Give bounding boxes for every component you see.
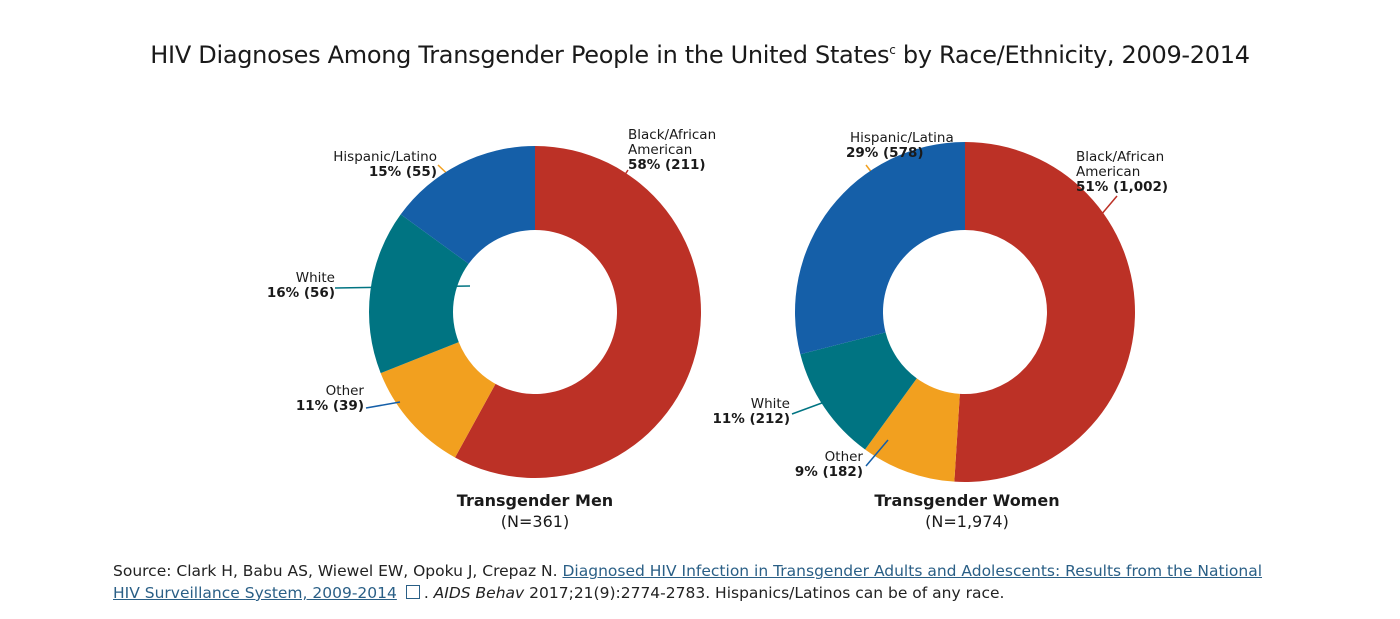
leader-line	[1094, 195, 1118, 223]
label-women-other: Other 9% (182)	[713, 450, 863, 480]
chart-title: HIV Diagnoses Among Transgender People i…	[100, 36, 1300, 70]
value: 58% (211)	[628, 157, 706, 173]
title-tail: by Race/Ethnicity, 2009-2014	[895, 41, 1250, 69]
donut-slice-hispanic-latino	[400, 146, 535, 264]
leader-line	[365, 401, 401, 409]
category: Hispanic/Latino	[333, 149, 437, 165]
external-link-icon[interactable]	[405, 585, 420, 599]
source-link[interactable]: Diagnosed HIV Infection in Transgender A…	[113, 562, 1263, 602]
category: Black/African American	[628, 127, 717, 158]
category: Hispanic/Latina	[850, 130, 954, 146]
donut-slice-hispanic-latina	[795, 142, 965, 355]
category: White	[295, 270, 335, 286]
donut-slice-white	[800, 332, 917, 450]
value: 11% (212)	[712, 411, 790, 427]
value: 16% (56)	[266, 285, 335, 301]
source-note: Source: Clark H, Babu AS, Wiewel EW, Opo…	[113, 562, 1263, 602]
source-suffix: 2017;21(9):2774-2783. Hispanics/Latinos …	[524, 584, 1005, 602]
donut-slice-other	[865, 378, 960, 482]
label-men-hispanic: Hispanic/Latino 15% (55)	[287, 150, 437, 180]
label-women-hispanic: Hispanic/Latina 29% (578)	[846, 131, 954, 161]
label-men-other: Other 11% (39)	[214, 384, 364, 414]
value: 51% (1,002)	[1076, 179, 1169, 195]
chart-caption-men: Transgender Men (N=361)	[385, 490, 685, 532]
caption-n: (N=361)	[500, 512, 570, 531]
label-women-white: White 11% (212)	[640, 397, 790, 427]
donut-slice-black-african-american	[455, 146, 701, 478]
value: 9% (182)	[794, 464, 863, 480]
leader-line	[614, 169, 629, 191]
value: 11% (39)	[295, 398, 364, 414]
journal-name: AIDS Behav	[433, 584, 525, 602]
category: Other	[325, 383, 364, 399]
label-women-black: Black/African American 51% (1,002)	[1076, 150, 1176, 195]
value: 15% (55)	[368, 164, 437, 180]
donut-slice-black-african-american	[954, 142, 1136, 483]
donut-slice-white	[369, 214, 469, 374]
title-footnote: c	[889, 43, 896, 57]
title-text: HIV Diagnoses Among Transgender People i…	[150, 41, 890, 69]
caption-title: Transgender Men	[456, 491, 614, 510]
caption-title: Transgender Women	[874, 491, 1060, 510]
leader-line	[865, 439, 889, 467]
category: White	[750, 396, 790, 412]
value: 29% (578)	[846, 145, 924, 161]
label-men-black: Black/African American 58% (211)	[628, 128, 728, 173]
caption-n: (N=1,974)	[925, 512, 1009, 531]
category: Black/African American	[1076, 149, 1165, 180]
category: Other	[824, 449, 863, 465]
label-men-white: White 16% (56)	[185, 271, 335, 301]
leader-line	[791, 399, 831, 415]
chart-caption-women: Transgender Women (N=1,974)	[817, 490, 1117, 532]
donut-slice-other	[380, 342, 496, 458]
leader-line	[334, 285, 471, 289]
source-prefix: Source: Clark H, Babu AS, Wiewel EW, Opo…	[113, 562, 563, 580]
